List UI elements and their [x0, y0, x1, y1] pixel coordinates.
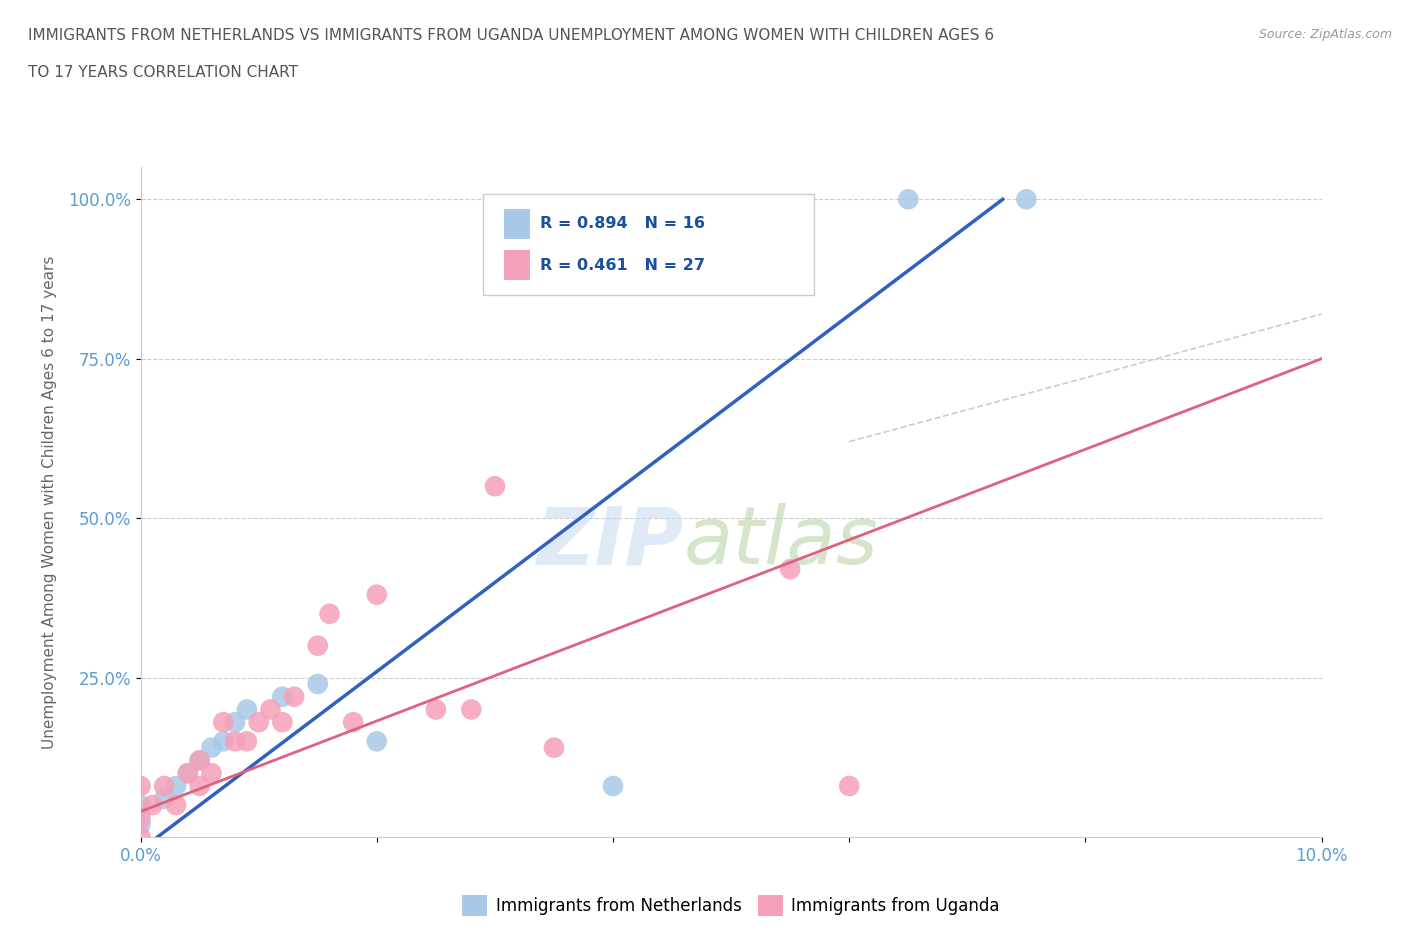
Y-axis label: Unemployment Among Women with Children Ages 6 to 17 years: Unemployment Among Women with Children A…: [42, 256, 56, 749]
Point: [200, 765, 222, 780]
Point: [271, 715, 294, 730]
Point: [236, 734, 259, 749]
Point: [129, 798, 152, 813]
Point: [129, 778, 152, 793]
Point: [188, 778, 211, 793]
Legend: Immigrants from Netherlands, Immigrants from Uganda: Immigrants from Netherlands, Immigrants …: [463, 896, 1000, 916]
Point: [307, 676, 329, 691]
Point: [366, 587, 388, 602]
Point: [484, 479, 506, 494]
Point: [177, 765, 200, 780]
Text: R = 0.894   N = 16: R = 0.894 N = 16: [540, 216, 704, 232]
Text: IMMIGRANTS FROM NETHERLANDS VS IMMIGRANTS FROM UGANDA UNEMPLOYMENT AMONG WOMEN W: IMMIGRANTS FROM NETHERLANDS VS IMMIGRANT…: [28, 28, 994, 43]
Point: [543, 740, 565, 755]
Point: [342, 715, 364, 730]
Point: [165, 798, 187, 813]
Point: [779, 562, 801, 577]
Point: [425, 702, 447, 717]
Point: [188, 753, 211, 768]
Text: ZIP: ZIP: [537, 503, 683, 581]
Bar: [505, 209, 530, 239]
Point: [141, 798, 163, 813]
Point: [200, 740, 222, 755]
Text: Source: ZipAtlas.com: Source: ZipAtlas.com: [1258, 28, 1392, 41]
Point: [224, 715, 246, 730]
Point: [153, 778, 176, 793]
Point: [153, 791, 176, 806]
Point: [307, 638, 329, 653]
Bar: [505, 250, 530, 280]
Text: atlas: atlas: [683, 503, 879, 581]
Point: [897, 192, 920, 206]
Point: [283, 689, 305, 704]
Point: [460, 702, 482, 717]
Point: [318, 606, 340, 621]
Point: [259, 702, 281, 717]
Point: [602, 778, 624, 793]
Point: [838, 778, 860, 793]
Point: [129, 817, 152, 831]
Point: [224, 734, 246, 749]
Text: TO 17 YEARS CORRELATION CHART: TO 17 YEARS CORRELATION CHART: [28, 65, 298, 80]
FancyBboxPatch shape: [484, 194, 814, 295]
Point: [247, 715, 270, 730]
Point: [129, 810, 152, 825]
Point: [212, 734, 235, 749]
Point: [366, 734, 388, 749]
Point: [1015, 192, 1038, 206]
Text: R = 0.461   N = 27: R = 0.461 N = 27: [540, 258, 704, 272]
Point: [212, 715, 235, 730]
Point: [177, 765, 200, 780]
Point: [129, 830, 152, 844]
Point: [236, 702, 259, 717]
Point: [165, 778, 187, 793]
Point: [271, 689, 294, 704]
Point: [188, 753, 211, 768]
